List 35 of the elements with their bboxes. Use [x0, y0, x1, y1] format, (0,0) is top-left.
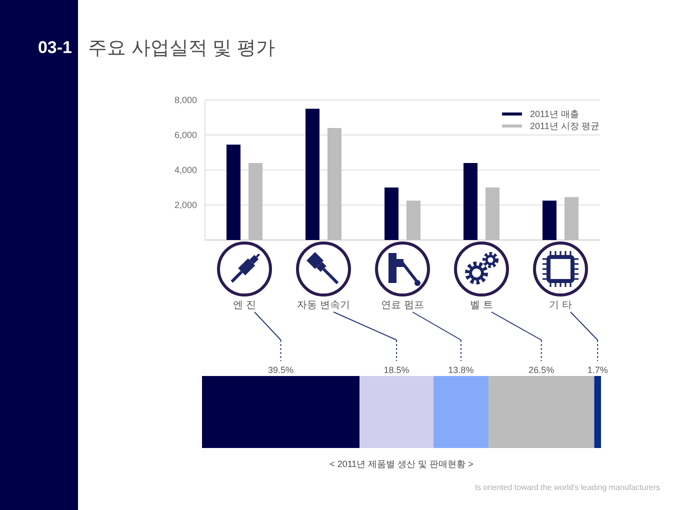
- chart-title: 주요 사업실적 및 평가: [88, 38, 275, 59]
- y-tick-label: 4,000: [174, 165, 197, 176]
- bar: [464, 163, 478, 240]
- bar: [433, 376, 488, 448]
- bar: [360, 376, 434, 448]
- bar: [384, 188, 398, 240]
- x-tick-label: 벨 트: [470, 300, 493, 311]
- bar: [328, 128, 342, 240]
- bar: [226, 144, 240, 240]
- legend-label: 2011년 시장 평균: [530, 121, 600, 132]
- x-tick-label: 연료 펌프: [381, 300, 424, 311]
- text: < 2011년 제품별 생산 및 판매현황 >: [330, 459, 474, 469]
- y-tick-label: 8,000: [174, 95, 197, 106]
- text: 03-1: [38, 38, 72, 57]
- bar: [202, 376, 360, 448]
- data-label: 26.5%: [528, 365, 554, 375]
- y-tick-label: 6,000: [174, 130, 197, 140]
- bar: [594, 376, 601, 448]
- x-tick-label: 엔 진: [233, 300, 256, 311]
- data-label: 1.7%: [587, 365, 608, 375]
- bar: [406, 200, 420, 240]
- bar: [306, 108, 320, 240]
- x-tick-label: 자동 변속기: [297, 300, 350, 311]
- bar: [248, 163, 262, 240]
- bar: [488, 376, 594, 448]
- bar: [542, 200, 556, 240]
- legend-label: 2011년 매출: [530, 109, 579, 120]
- x-tick-label: 기 타: [549, 300, 572, 311]
- data-label: 13.8%: [448, 365, 474, 375]
- y-tick-label: 2,000: [174, 200, 197, 210]
- text: Is oriented toward the world's leading manufacturers: [474, 483, 660, 492]
- data-label: 39.5%: [268, 365, 294, 375]
- data-label: 18.5%: [384, 365, 410, 375]
- bar: [486, 188, 500, 240]
- bar: [564, 197, 578, 240]
